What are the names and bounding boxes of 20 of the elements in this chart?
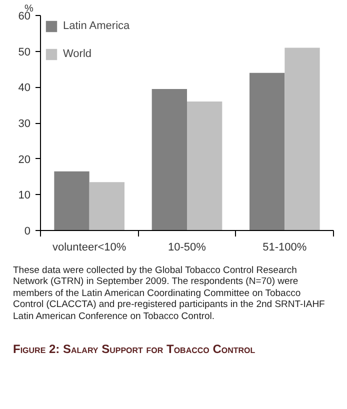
bar: [152, 88, 187, 230]
bar: [54, 171, 90, 230]
bar: [250, 72, 285, 230]
bar: [284, 48, 320, 230]
bar: [89, 182, 124, 230]
y-tick-label: 0: [24, 226, 31, 238]
legend-label: Latin America: [63, 20, 130, 32]
y-tick-label: 10: [18, 190, 31, 202]
y-tick-label: 60: [18, 10, 31, 22]
x-tick-label: 10-50%: [168, 242, 206, 254]
bar: [187, 102, 222, 230]
legend-label: World: [63, 48, 92, 60]
y-tick-label: 30: [18, 118, 31, 130]
y-tick-label: 50: [18, 46, 31, 58]
x-tick-label: 51-100%: [262, 242, 307, 254]
x-tick-label: volunteer<10%: [52, 242, 126, 254]
y-tick-label: 40: [18, 82, 31, 94]
text: These data were collected by the Global Tobacco Control Research Network (GTRN) in September 2009. The respondents (N=70) were members of the Latin American Coordinating Committee on Tobacco Control (CLACCTA) and pre-registered participants in the 2nd SRNT-IAHF Latin American Conference on Tobacco Control.: [12, 265, 326, 322]
y-tick-label: 20: [18, 154, 31, 166]
text: Figure 2: Salary Support for Tobacco Control: [12, 341, 256, 358]
